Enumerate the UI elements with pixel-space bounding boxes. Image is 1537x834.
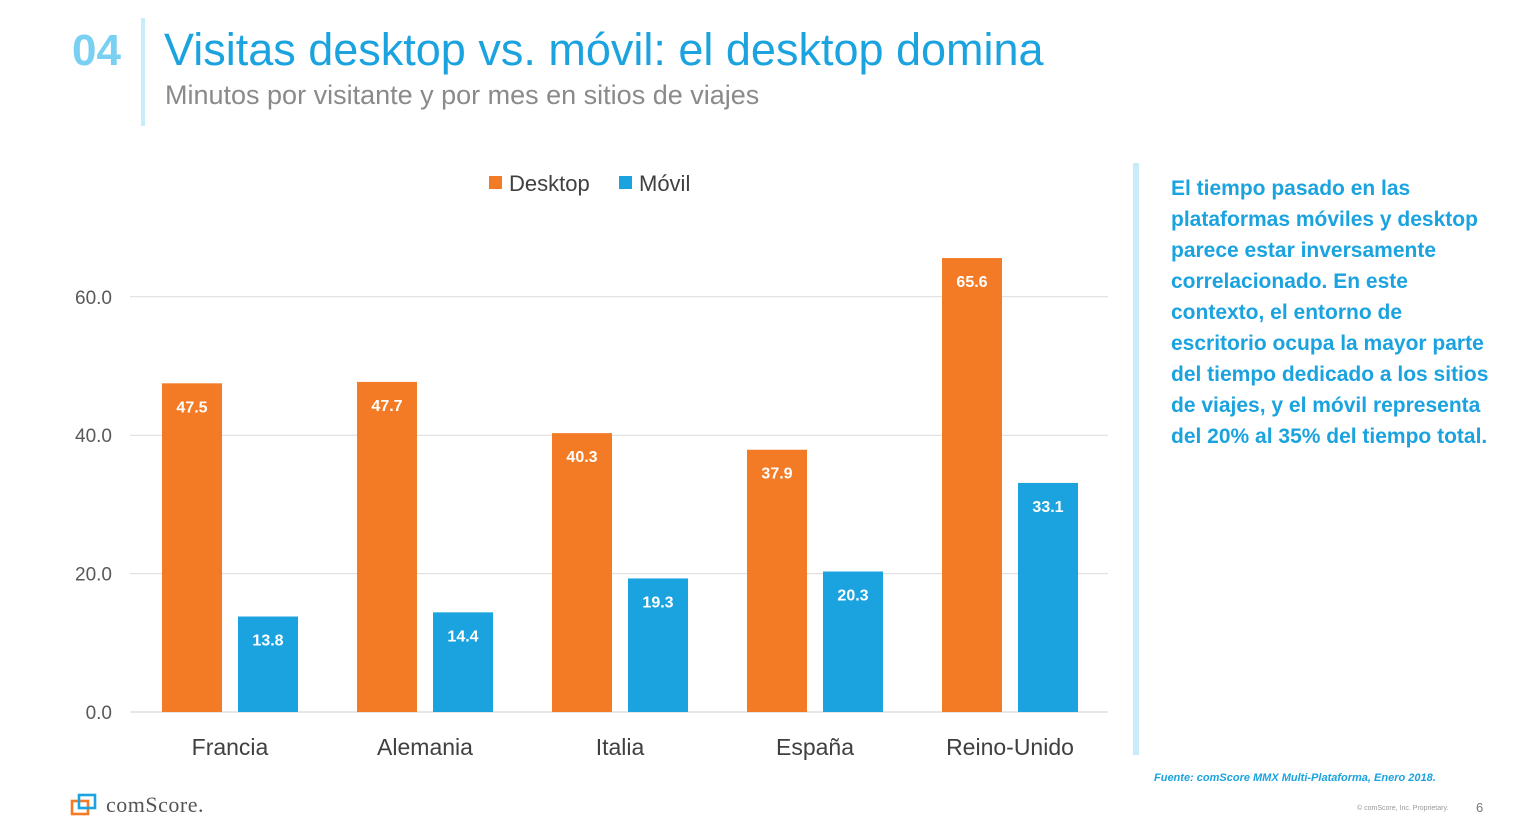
slide-number: 04 bbox=[72, 26, 121, 75]
y-tick-label: 20.0 bbox=[75, 565, 112, 586]
legend-label: Móvil bbox=[639, 171, 690, 196]
bar-desktop-3 bbox=[747, 449, 807, 712]
page-title: Visitas desktop vs. móvil: el desktop do… bbox=[164, 24, 1044, 75]
legend: Desktop Móvil bbox=[489, 171, 690, 196]
data-label: 13.8 bbox=[252, 633, 283, 650]
y-tick-label: 0.0 bbox=[86, 703, 112, 724]
data-label: 19.3 bbox=[642, 594, 673, 611]
y-tick-label: 40.0 bbox=[75, 426, 112, 447]
bar-movil-1 bbox=[433, 612, 493, 712]
data-label: 20.3 bbox=[837, 588, 868, 605]
x-tick-label: Francia bbox=[192, 734, 269, 760]
comscore-logo: comScore. bbox=[70, 792, 204, 818]
data-label: 65.6 bbox=[956, 274, 987, 291]
y-tick-label: 60.0 bbox=[75, 288, 112, 309]
bar-chart: 0.0 20.0 40.0 60.0 47.5 47.7 40.3 37.9 65.6 13.8… bbox=[75, 171, 1108, 760]
legend-swatch bbox=[619, 176, 632, 189]
data-label: 14.4 bbox=[447, 628, 478, 645]
bar-desktop-1 bbox=[357, 381, 417, 712]
source-note: Fuente: comScore MMX Multi-Plataforma, E… bbox=[1154, 772, 1436, 784]
x-tick-label: España bbox=[776, 734, 854, 760]
data-label: 47.7 bbox=[371, 398, 402, 415]
x-axis-ticks: Francia Alemania Italia España Reino-Unido bbox=[192, 734, 1074, 760]
data-label: 40.3 bbox=[566, 449, 597, 466]
data-label: 37.9 bbox=[761, 466, 792, 483]
legend-swatch bbox=[489, 176, 502, 189]
bar-movil-4 bbox=[1018, 482, 1078, 712]
sidebar-text: El tiempo pasado en las plataformas móvi… bbox=[1171, 177, 1489, 448]
x-tick-label: Italia bbox=[596, 734, 645, 760]
title-divider bbox=[141, 18, 145, 126]
x-tick-label: Alemania bbox=[377, 734, 473, 760]
data-labels: 47.5 47.7 40.3 37.9 65.6 13.8 14.4 19.3 20.3 33.1 bbox=[176, 274, 1063, 649]
bar-movil-3 bbox=[823, 571, 883, 712]
legend-label: Desktop bbox=[509, 171, 590, 196]
data-label: 47.5 bbox=[176, 399, 207, 416]
comscore-logo-icon bbox=[70, 793, 97, 816]
logo-text: comScore. bbox=[106, 792, 204, 817]
copyright-text: © comScore, Inc. Proprietary. bbox=[1357, 805, 1449, 812]
bars bbox=[162, 258, 1078, 712]
page-subtitle: Minutos por visitante y por mes en sitio… bbox=[165, 80, 760, 110]
bar-movil-0 bbox=[238, 616, 298, 712]
bar-desktop-2 bbox=[552, 433, 612, 712]
bar-desktop-0 bbox=[162, 383, 222, 712]
y-axis-ticks: 0.0 20.0 40.0 60.0 bbox=[75, 288, 112, 724]
page-number: 6 bbox=[1476, 800, 1484, 815]
data-label: 33.1 bbox=[1032, 499, 1063, 516]
x-tick-label: Reino-Unido bbox=[946, 734, 1074, 760]
sidebar-divider bbox=[1133, 163, 1139, 755]
bar-desktop-4 bbox=[942, 258, 1002, 712]
bar-movil-2 bbox=[628, 578, 688, 712]
